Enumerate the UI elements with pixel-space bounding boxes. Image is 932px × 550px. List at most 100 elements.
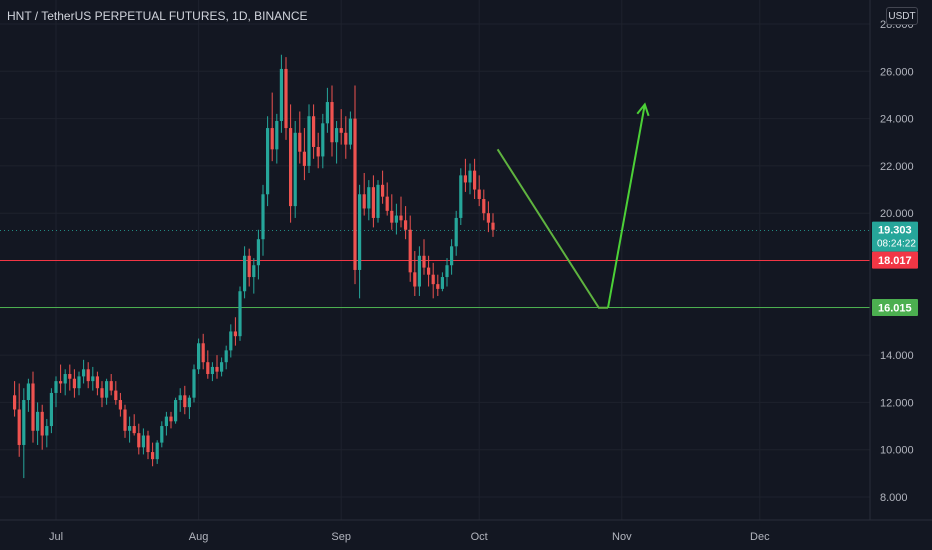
- support-price-tag-bg: [872, 298, 918, 316]
- current-price-label: 19.303: [878, 225, 912, 237]
- time-tick-label: Sep: [331, 531, 351, 543]
- projection-drawing[interactable]: [496, 102, 650, 309]
- candle-body: [141, 435, 145, 448]
- candle-body: [174, 400, 178, 422]
- candle-body: [233, 331, 237, 337]
- candle-body: [270, 128, 274, 150]
- candle-body: [463, 175, 467, 183]
- candle-body: [390, 210, 394, 223]
- candle-body: [279, 68, 283, 121]
- price-tick-label: 26.000: [880, 66, 914, 78]
- candle-body: [31, 383, 35, 431]
- candle-body: [316, 146, 320, 157]
- candle-body: [266, 128, 270, 195]
- candle-body: [128, 426, 132, 431]
- candle-body: [220, 362, 224, 372]
- candle-body: [404, 220, 408, 230]
- candle-body: [252, 265, 256, 278]
- candle-body: [40, 411, 44, 436]
- candle-body: [321, 123, 325, 157]
- candle-body: [26, 383, 30, 401]
- price-tick-label: 8.000: [880, 492, 908, 504]
- candle-body: [49, 392, 53, 427]
- candle-body: [486, 213, 490, 223]
- candle-body: [91, 376, 95, 382]
- candle-body: [307, 116, 311, 166]
- candle-body: [371, 187, 375, 218]
- candle-body: [68, 374, 72, 379]
- candle-body: [137, 433, 141, 448]
- candle-body: [201, 343, 205, 363]
- candle-body: [482, 199, 486, 214]
- candle-body: [256, 239, 260, 266]
- candle-body: [358, 194, 362, 270]
- candle-body: [169, 416, 173, 422]
- candle-body: [192, 369, 196, 398]
- candle-body: [229, 331, 233, 351]
- candle-body: [298, 132, 302, 152]
- candle-body: [123, 409, 127, 431]
- countdown-label: 08:24:22: [877, 239, 916, 250]
- horizontal-lines: [0, 230, 870, 308]
- candle-body: [197, 343, 201, 370]
- time-tick-label: Jul: [49, 531, 63, 543]
- candle-body: [408, 229, 412, 273]
- resistance-price-tag-bg: [872, 251, 918, 269]
- candle-body: [477, 189, 481, 200]
- candle-body: [105, 381, 109, 398]
- candle-body: [440, 277, 444, 289]
- candle-body: [224, 350, 228, 363]
- candle-body: [362, 194, 366, 209]
- candle-body: [238, 291, 242, 337]
- candles: [13, 54, 495, 479]
- candle-body: [302, 151, 306, 166]
- candle-body: [243, 255, 247, 292]
- price-tick-label: 10.000: [880, 445, 914, 457]
- candle-body: [63, 374, 67, 384]
- candle-body: [72, 378, 76, 389]
- candle-body: [381, 184, 385, 197]
- candle-body: [118, 400, 122, 410]
- price-tick-label: 14.000: [880, 350, 914, 362]
- candle-body: [86, 369, 90, 382]
- chart-title: HNT / TetherUS PERPETUAL FUTURES, 1D, BI…: [7, 9, 308, 23]
- arrowhead-icon: [636, 102, 650, 117]
- price-tick-label: 22.000: [880, 161, 914, 173]
- candle-body: [353, 118, 357, 270]
- candle-body: [155, 442, 159, 460]
- candle-body: [413, 272, 417, 287]
- candle-body: [431, 274, 435, 285]
- candle-body: [160, 426, 164, 443]
- price-tick-label: 20.000: [880, 208, 914, 220]
- resistance-price-label: 18.017: [878, 255, 912, 267]
- candle-body: [385, 196, 389, 211]
- candle-body: [422, 255, 426, 268]
- currency-button[interactable]: USDT: [886, 7, 918, 25]
- price-tags: 19.303 08:24:22 18.017 16.015: [872, 221, 918, 316]
- candle-body: [132, 426, 136, 434]
- candle-body: [45, 426, 49, 436]
- candle-body: [109, 381, 113, 391]
- time-axis[interactable]: Jul Aug Sep Oct Nov Dec: [49, 531, 770, 543]
- candle-body: [247, 255, 251, 278]
- candle-body: [261, 194, 265, 240]
- time-tick-label: Dec: [750, 531, 770, 543]
- candle-body: [17, 409, 21, 445]
- candle-body: [417, 255, 421, 287]
- candle-body: [312, 116, 316, 147]
- projection-down-line: [496, 148, 608, 309]
- current-price-tag-bg: [872, 221, 918, 252]
- candle-body: [151, 452, 155, 460]
- candle-body: [82, 369, 86, 377]
- candle-body: [206, 362, 210, 375]
- candle-body: [335, 128, 339, 143]
- time-tick-label: Nov: [612, 531, 632, 543]
- candle-body: [22, 400, 26, 445]
- candle-body: [100, 388, 104, 398]
- candle-body: [491, 222, 495, 230]
- candle-body: [77, 376, 81, 389]
- candle-body: [468, 170, 472, 183]
- candle-body: [178, 395, 182, 401]
- candle-body: [13, 395, 17, 410]
